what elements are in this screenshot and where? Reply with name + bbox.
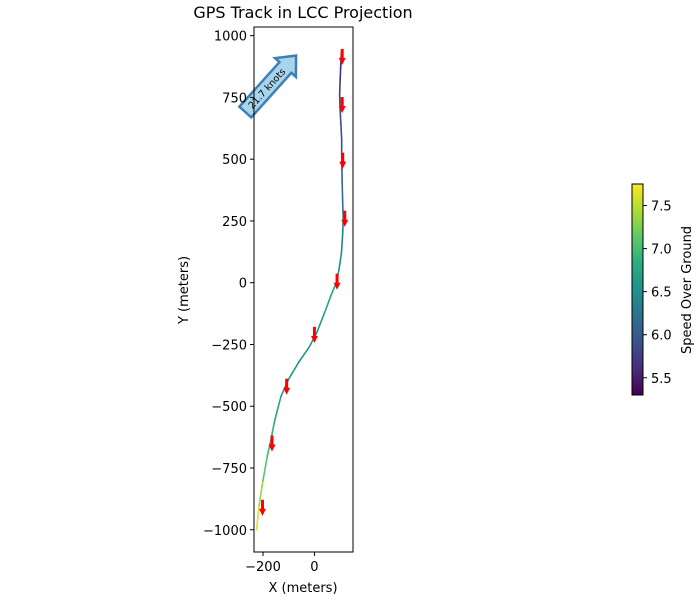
- heading-arrow-head: [333, 282, 341, 290]
- colorbar-fill: [632, 184, 643, 395]
- heading-arrow-shaft: [285, 378, 289, 389]
- track-segment: [339, 108, 342, 126]
- y-axis: −1000 −750 −500 −250 0 250 500 750 1000: [203, 30, 254, 539]
- colorbar-ticks: 5.5 6.0 6.5 7.0 7.5: [643, 200, 672, 387]
- track-segment: [340, 232, 344, 254]
- annotation-layer: 21.7 knots: [237, 54, 298, 120]
- heading-arrow-head: [341, 219, 349, 227]
- heading-arrow: [258, 499, 266, 516]
- heading-arrow: [283, 378, 291, 395]
- y-tick-label: −750: [211, 462, 247, 477]
- track-layer: [255, 50, 345, 531]
- track-segment: [338, 252, 343, 272]
- heading-arrow-head: [268, 444, 276, 452]
- speed-annotation: 21.7 knots: [237, 54, 298, 120]
- heading-arrow: [341, 210, 349, 227]
- y-tick-label: −500: [211, 400, 247, 415]
- heading-arrow-shaft: [270, 435, 274, 446]
- speed-annotation-text: 21.7 knots: [247, 67, 289, 112]
- track-segment: [255, 504, 260, 531]
- y-tick-label: 750: [222, 91, 247, 106]
- heading-arrow-shaft: [343, 210, 347, 221]
- heading-arrow: [333, 273, 341, 290]
- track-segment: [298, 346, 311, 363]
- heading-arrow-head: [338, 106, 346, 114]
- heading-arrow-head: [339, 161, 347, 169]
- plot-area: 21.7 knots: [237, 48, 349, 531]
- chart-title: GPS Track in LCC Projection: [193, 3, 412, 22]
- y-tick-label: 0: [239, 277, 247, 292]
- track-segment: [340, 123, 343, 141]
- colorbar: 5.5 6.0 6.5 7.0 7.5 Speed Over Ground: [631, 183, 695, 396]
- x-axis-label: X (meters): [268, 581, 337, 596]
- heading-arrow-shaft: [340, 97, 344, 108]
- heading-arrow: [338, 48, 346, 65]
- x-axis: −200 0: [245, 552, 319, 575]
- track-segment: [262, 454, 269, 482]
- colorbar-frame: [631, 183, 644, 396]
- heading-arrow-head: [338, 57, 346, 65]
- y-tick-label: 250: [222, 215, 247, 230]
- track-segment: [341, 183, 344, 205]
- heading-arrow-shaft: [260, 499, 264, 510]
- y-axis-label: Y (meters): [177, 256, 192, 325]
- heading-arrow: [310, 326, 318, 343]
- heading-arrow: [268, 435, 276, 452]
- track-segment: [258, 479, 264, 506]
- heading-arrow: [339, 152, 347, 169]
- y-tick-label: 500: [222, 153, 247, 168]
- heading-arrow-head: [283, 387, 291, 395]
- track-segment: [273, 395, 282, 422]
- heading-arrow-layer: [258, 48, 349, 516]
- heading-arrow-shaft: [312, 326, 316, 337]
- x-tick-label: 0: [310, 560, 318, 575]
- x-tick-label: −200: [245, 560, 281, 575]
- heading-arrow: [338, 97, 346, 114]
- track-segment: [287, 360, 300, 380]
- track-segment: [266, 440, 272, 457]
- colorbar-label: Speed Over Ground: [680, 226, 695, 354]
- y-tick-label: −1000: [203, 524, 247, 539]
- heading-arrow-shaft: [335, 273, 339, 284]
- heading-arrow-head: [258, 508, 266, 516]
- track-segment: [323, 294, 332, 314]
- colorbar-tick-label: 6.0: [651, 329, 672, 344]
- heading-arrow-head: [310, 335, 318, 343]
- colorbar-tick-label: 7.5: [651, 200, 672, 215]
- track-segment: [341, 202, 345, 220]
- colorbar-tick-label: 5.5: [651, 372, 672, 387]
- y-tick-label: −250: [211, 338, 247, 353]
- track-segment: [316, 311, 326, 333]
- track-segment: [338, 79, 341, 96]
- plot-frame: [253, 26, 354, 553]
- colorbar-tick-label: 6.5: [651, 286, 672, 301]
- heading-arrow-shaft: [340, 48, 344, 59]
- track-segment: [339, 66, 342, 81]
- heading-arrow-shaft: [341, 152, 345, 163]
- colorbar-tick-label: 7.0: [651, 243, 672, 258]
- y-tick-label: 1000: [214, 30, 247, 45]
